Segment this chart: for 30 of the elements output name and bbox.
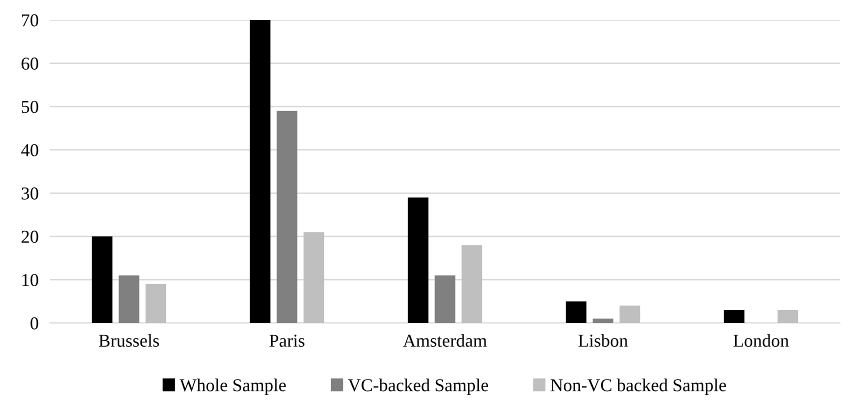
x-tick-label: Brussels (98, 334, 159, 347)
y-tick-label: 20 (22, 230, 38, 243)
bar (276, 110, 298, 323)
bar (304, 232, 324, 323)
bar (724, 310, 744, 323)
bar (250, 20, 270, 323)
bar (118, 275, 140, 323)
y-tick-label: 30 (22, 187, 38, 200)
x-tick-label: Lisbon (578, 334, 628, 347)
bar (778, 310, 798, 323)
bar (566, 301, 586, 323)
bar (434, 275, 456, 323)
bar (462, 245, 482, 323)
x-tick-label: London (733, 334, 789, 347)
y-tick-label: 40 (21, 144, 38, 156)
legend-label: Whole Sample (180, 378, 286, 396)
bar (92, 236, 112, 323)
y-tick-label: 50 (22, 100, 38, 114)
y-tick-label: 60 (22, 58, 38, 70)
x-tick-label: Amsterdam (403, 334, 487, 347)
legend-label: VC-backed Sample (348, 378, 488, 396)
x-tick-label: Paris (269, 334, 304, 347)
bar (146, 284, 166, 323)
y-tick-label: 10 (22, 274, 38, 286)
y-tick-label: 0 (30, 317, 38, 330)
bar (408, 197, 428, 323)
legend-label: Non-VC backed Sample (550, 378, 726, 396)
y-tick-label: 70 (22, 14, 38, 26)
bar (592, 318, 614, 323)
bar (620, 306, 640, 323)
